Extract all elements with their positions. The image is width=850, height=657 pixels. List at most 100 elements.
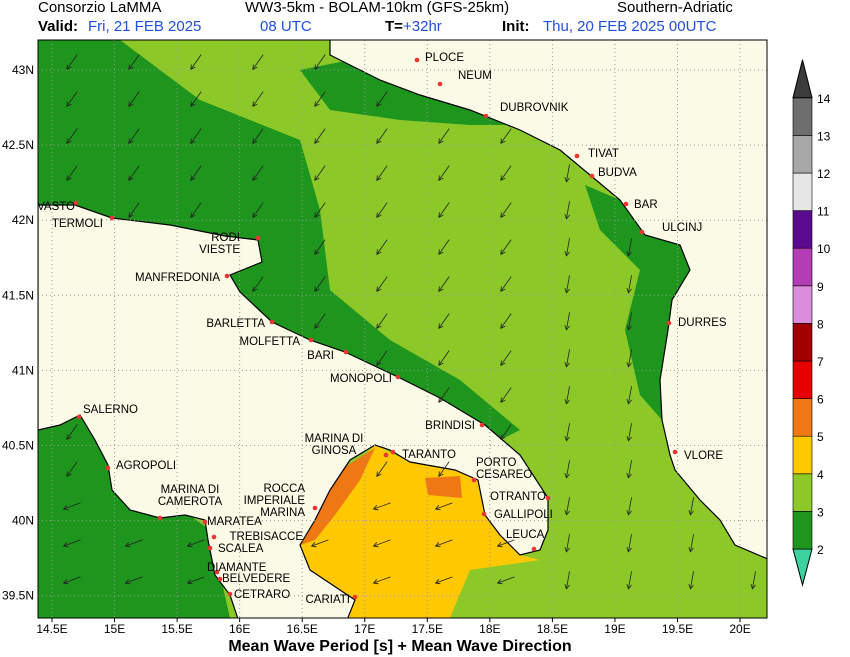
arrow <box>190 54 202 71</box>
city-label: MARATEA <box>207 516 262 528</box>
arrow <box>688 497 694 516</box>
arrow <box>314 54 326 71</box>
arrow <box>626 238 632 257</box>
city-label: TERMOLI <box>52 218 103 230</box>
arrow <box>438 350 450 367</box>
colorbar-segment <box>792 398 813 437</box>
arrow <box>376 239 388 256</box>
arrow <box>314 128 326 145</box>
city-label: PORTO <box>476 457 517 469</box>
city-label: BAR <box>634 199 658 211</box>
arrow <box>626 423 632 442</box>
arrow <box>314 165 326 182</box>
lon-tick-label: 19E <box>604 622 625 636</box>
city-label: DIAMANTE <box>207 562 267 574</box>
city-label: CARIATI <box>305 594 350 606</box>
arrow <box>564 349 570 368</box>
init: Thu, 20 FEB 2025 00UTC <box>543 18 717 35</box>
arrow <box>128 91 140 108</box>
colorbar-label: 7 <box>817 355 824 369</box>
graticule <box>38 40 767 618</box>
arrow <box>750 571 756 590</box>
arrow <box>314 313 326 330</box>
lon-tick-label: 16.5E <box>287 622 318 636</box>
balkans <box>329 40 767 560</box>
colorbar-label: 11 <box>817 205 830 219</box>
arrow <box>564 571 570 590</box>
city-marker <box>109 215 115 221</box>
arrow <box>564 386 570 405</box>
city-label: VIESTE <box>199 244 240 256</box>
colorbar-segment <box>792 135 813 174</box>
lon-tick-label: 19.5E <box>662 622 693 636</box>
city-label: RODI <box>211 232 240 244</box>
arrow <box>564 201 570 220</box>
cities: PLOCE NEUM DUBROVNIK TIVAT BUDVA BAR ULCINJ DUR… <box>38 52 727 606</box>
colorbar-label: 8 <box>817 317 824 331</box>
colorbar-segment <box>792 511 813 550</box>
arrow <box>500 202 512 219</box>
city-marker <box>531 546 537 552</box>
city-label: SALERNO <box>83 404 138 416</box>
city-label: MOLFETTA <box>240 336 301 348</box>
colorbar-label: 9 <box>817 280 824 294</box>
arrow <box>66 165 78 182</box>
lat-tick-label: 43N <box>12 63 34 77</box>
arrow <box>438 239 450 256</box>
arrow <box>438 313 450 330</box>
arrow <box>252 165 264 182</box>
arrow <box>500 313 512 330</box>
city-label: BARLETTA <box>206 318 265 330</box>
city-marker <box>312 505 318 511</box>
colorbar-label: 4 <box>817 468 824 482</box>
arrow <box>626 497 632 516</box>
city-label: SCALEA <box>218 543 264 555</box>
city-marker <box>214 569 220 575</box>
arrow <box>314 239 326 256</box>
city-marker <box>481 511 487 517</box>
lat-tick-label: 41.5N <box>2 288 34 302</box>
region: Southern-Adriatic <box>617 0 733 16</box>
colorbar-segment <box>792 97 813 136</box>
taranto-gulf <box>300 445 540 618</box>
arrow <box>626 349 632 368</box>
footer: Mean Wave Period [s] + Mean Wave Directi… <box>228 638 571 655</box>
arrow <box>626 534 632 553</box>
colorbar-label: 6 <box>817 393 824 407</box>
city-label: MONOPOLI <box>330 373 392 385</box>
arrow <box>128 54 140 71</box>
lon-tick-label: 15E <box>104 622 125 636</box>
colorbar-segment <box>792 435 813 475</box>
orange-patch <box>425 476 462 498</box>
city-marker <box>73 200 79 206</box>
arrow <box>124 576 143 585</box>
city-marker <box>414 57 420 63</box>
arrow <box>434 502 453 511</box>
arrow <box>186 539 205 548</box>
arrow <box>376 313 388 330</box>
step: +32hr <box>403 18 442 35</box>
city-label: VLORE <box>684 450 723 462</box>
arrow <box>310 539 329 548</box>
city-label: ROCCA <box>263 483 305 495</box>
city-marker <box>545 495 551 501</box>
arrow <box>372 502 391 511</box>
arrow <box>66 424 78 441</box>
arrow <box>376 276 388 293</box>
arrow <box>564 275 570 294</box>
init-label: Init: <box>502 18 530 35</box>
lon-tick-label: 17E <box>354 622 375 636</box>
arrow <box>438 128 450 145</box>
city-marker <box>157 515 163 521</box>
arrow <box>500 350 512 367</box>
arrow <box>376 202 388 219</box>
city-label: GINOSA <box>312 445 357 457</box>
arrow <box>62 539 81 548</box>
lat-tick-label: 40N <box>12 514 34 528</box>
arrow <box>66 461 78 478</box>
city-label: CAMEROTA <box>158 496 223 508</box>
city-marker <box>105 465 111 471</box>
colorbar-cap <box>792 59 813 99</box>
arrow <box>376 461 388 478</box>
